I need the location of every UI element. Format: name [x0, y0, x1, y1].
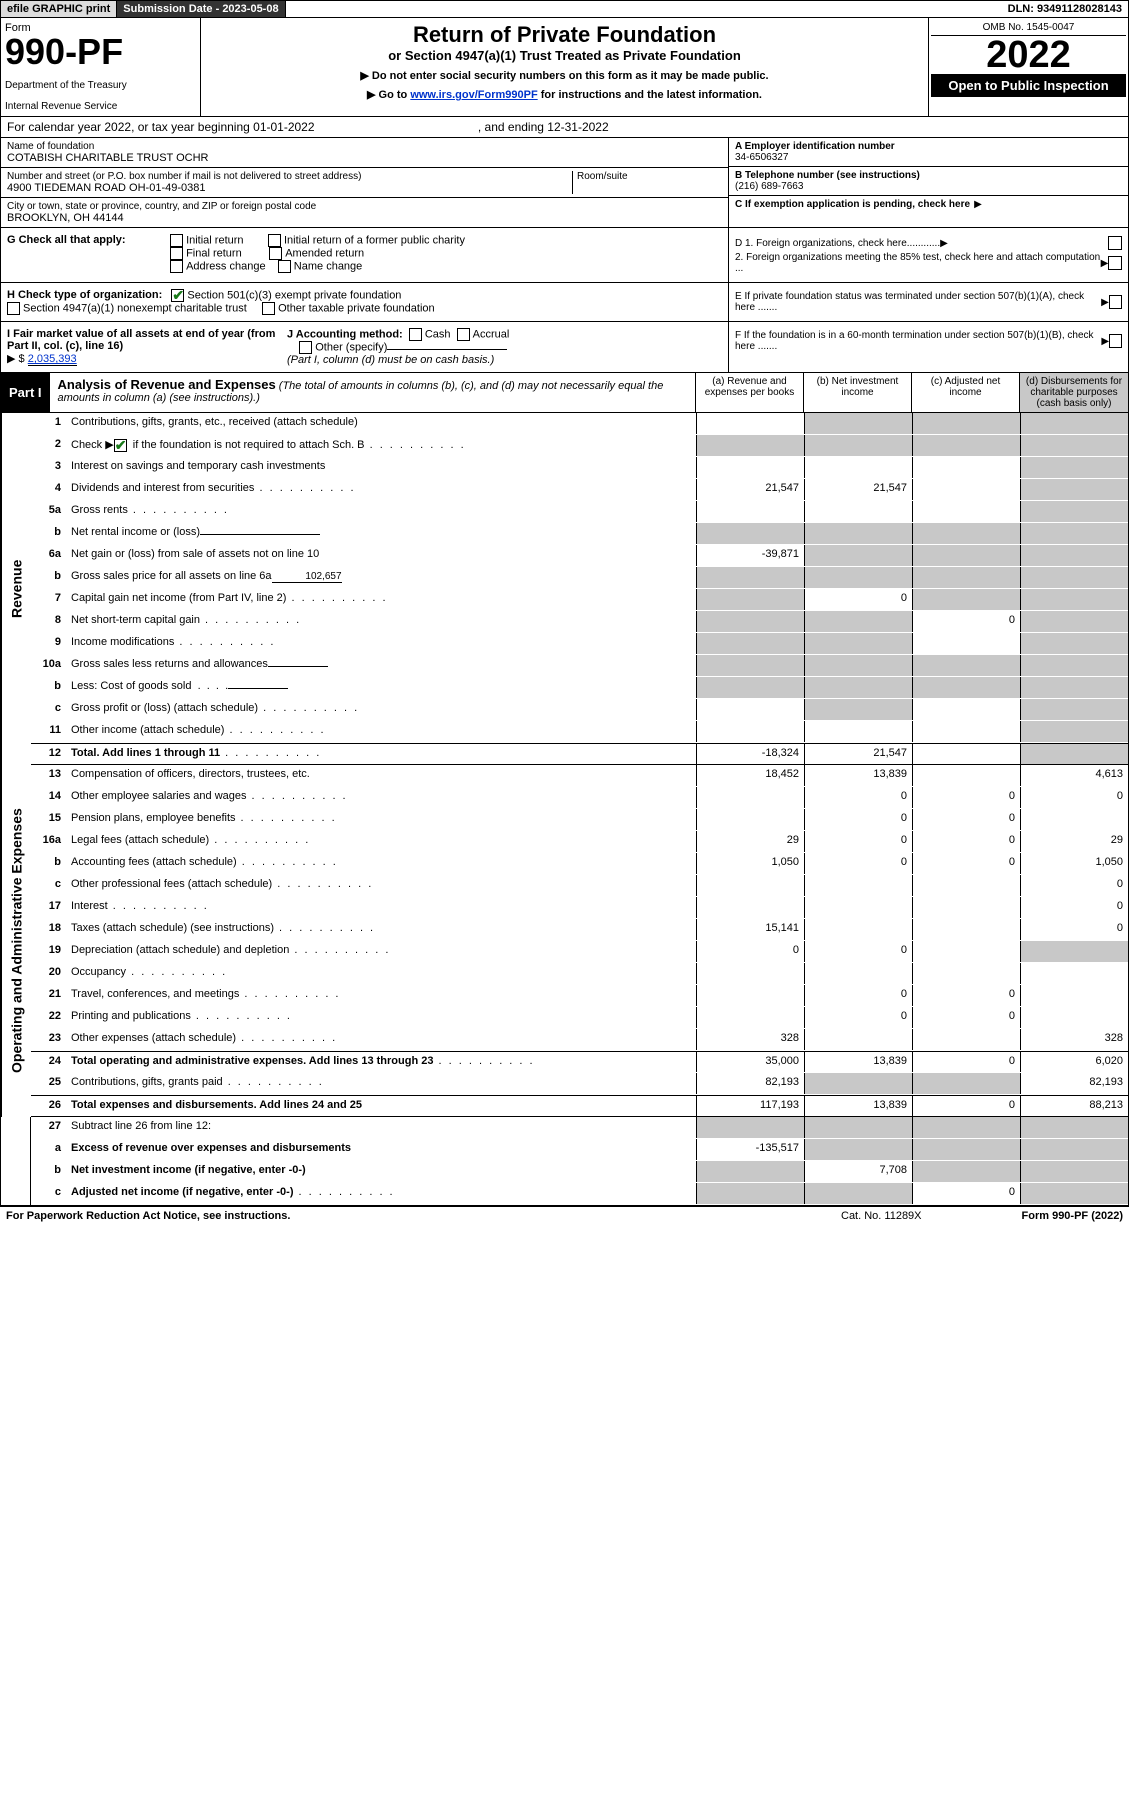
tax-year: 2022 — [931, 36, 1126, 74]
page-footer: For Paperwork Reduction Act Notice, see … — [0, 1206, 1129, 1225]
ein-label: A Employer identification number — [735, 141, 895, 152]
part1-header: Part I Analysis of Revenue and Expenses … — [0, 373, 1129, 413]
open-inspection: Open to Public Inspection — [931, 74, 1126, 97]
calendar-year-row: For calendar year 2022, or tax year begi… — [0, 117, 1129, 138]
header-center: Return of Private Foundation or Section … — [201, 18, 928, 116]
g-initial-former-cb[interactable] — [268, 234, 281, 247]
col-c-header: (c) Adjusted net income — [912, 373, 1020, 412]
part1-desc: Analysis of Revenue and Expenses (The to… — [50, 373, 696, 412]
dept-treasury: Department of the Treasury — [5, 80, 196, 91]
expenses-side-label: Operating and Administrative Expenses — [1, 765, 31, 1117]
h-label: H Check type of organization: — [7, 289, 162, 301]
g-label: G Check all that apply: — [7, 234, 167, 246]
entity-right: A Employer identification number 34-6506… — [728, 138, 1128, 227]
form-footer: Form 990-PF (2022) — [1022, 1210, 1123, 1222]
l4-b: 21,547 — [804, 479, 912, 500]
col-b-header: (b) Net investment income — [804, 373, 912, 412]
foundation-name: COTABISH CHARITABLE TRUST OCHR — [7, 152, 722, 164]
cat-no: Cat. No. 11289X — [841, 1210, 922, 1222]
irs-label: Internal Revenue Service — [5, 101, 196, 112]
room-suite-label: Room/suite — [572, 171, 722, 194]
ij-row: I Fair market value of all assets at end… — [0, 322, 1129, 373]
sch-b-checkbox[interactable] — [114, 439, 127, 452]
l12-a: -18,324 — [696, 744, 804, 764]
h-501c3-cb[interactable] — [171, 289, 184, 302]
ssn-warning: ▶ Do not enter social security numbers o… — [211, 69, 918, 82]
d2-label: 2. Foreign organizations meeting the 85%… — [735, 252, 1101, 274]
e-checkbox[interactable] — [1109, 295, 1122, 309]
top-bar: efile GRAPHIC print Submission Date - 20… — [0, 0, 1129, 18]
entity-left: Name of foundation COTABISH CHARITABLE T… — [1, 138, 728, 227]
j-accrual-cb[interactable] — [457, 328, 470, 341]
part1-label: Part I — [1, 373, 50, 412]
part1-table: Revenue 1Contributions, gifts, grants, e… — [0, 413, 1129, 1206]
pra-notice: For Paperwork Reduction Act Notice, see … — [6, 1210, 290, 1222]
phone-label: B Telephone number (see instructions) — [735, 170, 920, 181]
f-checkbox[interactable] — [1109, 334, 1122, 348]
dln: DLN: 93491128028143 — [1002, 1, 1128, 17]
col-a-header: (a) Revenue and expenses per books — [696, 373, 804, 412]
irs-link[interactable]: www.irs.gov/Form990PF — [410, 89, 537, 101]
d2-checkbox[interactable] — [1108, 256, 1122, 270]
h-4947-cb[interactable] — [7, 302, 20, 315]
address-value: 4900 TIEDEMAN ROAD OH-01-49-0381 — [7, 182, 361, 194]
e-label: E If private foundation status was termi… — [735, 291, 1101, 313]
d1-checkbox[interactable] — [1108, 236, 1122, 250]
form-number: 990-PF — [5, 34, 196, 70]
g-final-return-cb[interactable] — [170, 247, 183, 260]
city-label: City or town, state or province, country… — [7, 201, 722, 212]
l6b-val: 102,657 — [272, 571, 342, 583]
c-exemption-label: C If exemption application is pending, c… — [735, 199, 970, 210]
l6a-a: -39,871 — [696, 545, 804, 566]
ein-value: 34-6506327 — [735, 152, 788, 163]
h-other-taxable-cb[interactable] — [262, 302, 275, 315]
j-label: J Accounting method: — [287, 328, 403, 340]
d1-label: D 1. Foreign organizations, check here..… — [735, 238, 940, 249]
col-d-header: (d) Disbursements for charitable purpose… — [1020, 373, 1128, 412]
submission-date: Submission Date - 2023-05-08 — [117, 1, 285, 17]
g-check-row: G Check all that apply: Initial return I… — [0, 228, 1129, 283]
address-label: Number and street (or P.O. box number if… — [7, 171, 361, 182]
f-label: F If the foundation is in a 60-month ter… — [735, 330, 1101, 352]
l8-c: 0 — [912, 611, 1020, 632]
i-fmv-value[interactable]: 2,035,393 — [28, 353, 77, 366]
j-other-cb[interactable] — [299, 341, 312, 354]
city-value: BROOKLYN, OH 44144 — [7, 212, 722, 224]
entity-row: Name of foundation COTABISH CHARITABLE T… — [0, 138, 1129, 228]
g-amended-cb[interactable] — [269, 247, 282, 260]
form-header: Form 990-PF Department of the Treasury I… — [0, 18, 1129, 117]
form-subtitle: or Section 4947(a)(1) Trust Treated as P… — [211, 48, 918, 63]
foundation-name-label: Name of foundation — [7, 141, 722, 152]
l4-a: 21,547 — [696, 479, 804, 500]
g-initial-return-cb[interactable] — [170, 234, 183, 247]
phone-value: (216) 689-7663 — [735, 181, 803, 192]
revenue-side-label: Revenue — [1, 413, 31, 765]
goto-instructions: ▶ Go to www.irs.gov/Form990PF for instru… — [211, 88, 918, 101]
header-left: Form 990-PF Department of the Treasury I… — [1, 18, 201, 116]
g-address-change-cb[interactable] — [170, 260, 183, 273]
efile-print-btn[interactable]: efile GRAPHIC print — [1, 1, 117, 17]
l12-b: 21,547 — [804, 744, 912, 764]
g-name-change-cb[interactable] — [278, 260, 291, 273]
i-label: I Fair market value of all assets at end… — [7, 328, 275, 352]
j-note: (Part I, column (d) must be on cash basi… — [287, 354, 494, 366]
l7-b: 0 — [804, 589, 912, 610]
form-title: Return of Private Foundation — [211, 22, 918, 48]
j-cash-cb[interactable] — [409, 328, 422, 341]
header-right: OMB No. 1545-0047 2022 Open to Public In… — [928, 18, 1128, 116]
h-check-row: H Check type of organization: Section 50… — [0, 283, 1129, 322]
